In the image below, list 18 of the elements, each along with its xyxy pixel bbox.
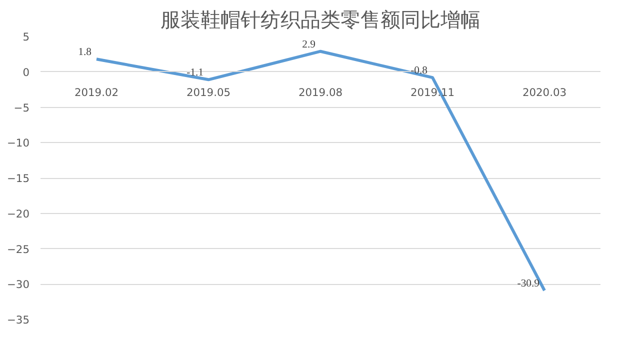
data-label: -1.1 [186, 68, 204, 79]
data-label: 2.9 [302, 39, 316, 50]
y-tick-label: −20 [7, 207, 30, 220]
x-tick-label: 2019.05 [186, 86, 231, 99]
chart-title: 服装鞋帽针纺织品类零售额同比增幅 [160, 8, 480, 32]
x-tick-label: 2019.02 [74, 86, 119, 99]
y-tick-label: 5 [22, 30, 30, 44]
y-tick-label: −10 [7, 136, 30, 150]
y-tick-label: −30 [7, 278, 30, 292]
y-tick-label: 0 [22, 66, 30, 79]
data-label: -30.9 [517, 278, 540, 290]
y-tick-label: −25 [7, 242, 30, 256]
y-tick-label: −15 [7, 172, 30, 185]
y-tick-label: −35 [7, 314, 30, 326]
x-tick-label: 2019.08 [298, 86, 343, 99]
y-tick-label: −5 [14, 101, 30, 114]
x-tick-label: 2020.03 [522, 86, 567, 99]
data-label: 1.8 [78, 47, 92, 58]
